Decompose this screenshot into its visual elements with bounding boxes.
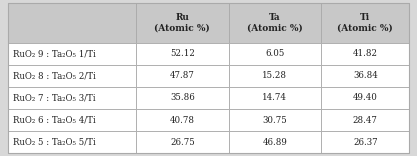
Bar (136, 3, 229, 43)
Bar (136, 65, 229, 87)
Text: 26.75: 26.75 (170, 138, 195, 147)
Bar (8, 109, 136, 131)
Bar (136, 109, 229, 131)
Bar (229, 131, 321, 153)
Text: 14.74: 14.74 (262, 93, 287, 102)
Text: 28.47: 28.47 (353, 116, 378, 124)
Text: Ta
(Atomic %): Ta (Atomic %) (247, 13, 303, 33)
Text: 35.86: 35.86 (170, 93, 195, 102)
Bar (321, 3, 409, 43)
Text: 46.89: 46.89 (262, 138, 287, 147)
Bar (321, 65, 409, 87)
Text: 47.87: 47.87 (170, 71, 195, 80)
Text: 49.40: 49.40 (353, 93, 378, 102)
Bar (8, 43, 136, 65)
Bar (136, 87, 229, 109)
Bar (321, 87, 409, 109)
Text: RuO₂ 5 : Ta₂O₅ 5/Ti: RuO₂ 5 : Ta₂O₅ 5/Ti (13, 138, 95, 147)
Text: 6.05: 6.05 (265, 49, 284, 58)
Bar (8, 131, 136, 153)
Bar (321, 131, 409, 153)
Text: RuO₂ 9 : Ta₂O₅ 1/Ti: RuO₂ 9 : Ta₂O₅ 1/Ti (13, 49, 95, 58)
Bar (8, 65, 136, 87)
Bar (8, 3, 136, 43)
Bar (229, 109, 321, 131)
Text: Ti
(Atomic %): Ti (Atomic %) (337, 13, 393, 33)
Text: 41.82: 41.82 (353, 49, 378, 58)
Text: RuO₂ 8 : Ta₂O₅ 2/Ti: RuO₂ 8 : Ta₂O₅ 2/Ti (13, 71, 95, 80)
Bar (229, 43, 321, 65)
Text: 30.75: 30.75 (262, 116, 287, 124)
Text: Ru
(Atomic %): Ru (Atomic %) (154, 13, 210, 33)
Bar (136, 43, 229, 65)
Bar (321, 43, 409, 65)
Bar (229, 65, 321, 87)
Bar (8, 87, 136, 109)
Bar (321, 109, 409, 131)
Bar (229, 3, 321, 43)
Text: 36.84: 36.84 (353, 71, 378, 80)
Text: 26.37: 26.37 (353, 138, 377, 147)
Bar (229, 87, 321, 109)
Text: 15.28: 15.28 (262, 71, 287, 80)
Text: 40.78: 40.78 (170, 116, 195, 124)
Text: RuO₂ 7 : Ta₂O₅ 3/Ti: RuO₂ 7 : Ta₂O₅ 3/Ti (13, 93, 95, 102)
Text: RuO₂ 6 : Ta₂O₅ 4/Ti: RuO₂ 6 : Ta₂O₅ 4/Ti (13, 116, 95, 124)
Bar (136, 131, 229, 153)
Text: 52.12: 52.12 (170, 49, 195, 58)
